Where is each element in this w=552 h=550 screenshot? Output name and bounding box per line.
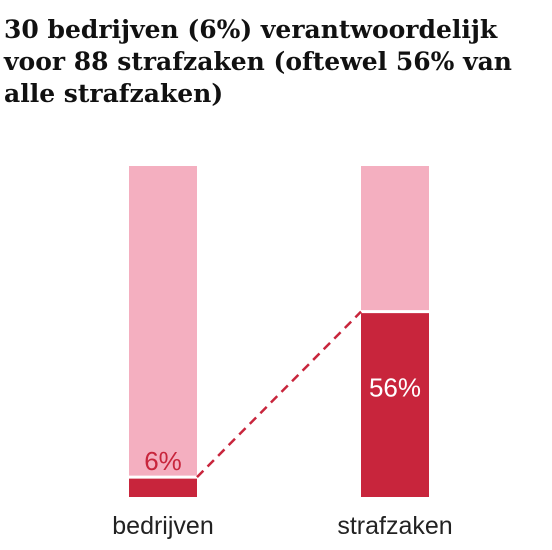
value-label-bedrijven: 6% — [144, 446, 182, 476]
bar-highlight-bedrijven — [129, 477, 197, 497]
labels-layer: 6% bedrijven 56% strafzaken — [112, 373, 452, 540]
bar-remainder-strafzaken — [361, 166, 429, 312]
category-label-strafzaken: strafzaken — [337, 512, 452, 540]
value-label-strafzaken: 56% — [369, 373, 421, 403]
bar-remainder-bedrijven — [129, 166, 197, 478]
bars-layer — [129, 166, 429, 497]
chart-title: 30 bedrijven (6%) verantwoordelijk voor … — [4, 15, 512, 108]
connector-line — [196, 310, 362, 479]
category-label-bedrijven: bedrijven — [112, 512, 213, 540]
bar-highlight-strafzaken — [361, 311, 429, 497]
